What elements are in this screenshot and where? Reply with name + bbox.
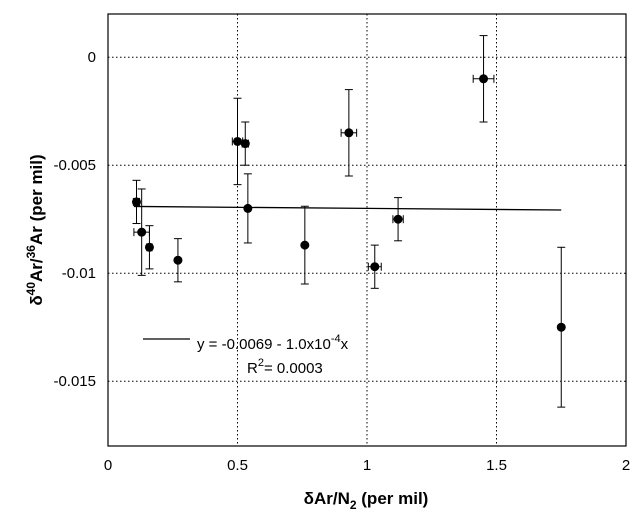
- data-point-group: [131, 179, 141, 225]
- fit-line: [133, 205, 562, 211]
- data-point: [393, 214, 403, 224]
- fit-equation-main: y = -0.0069 - 1.0x10: [197, 336, 331, 353]
- fit-line-group: [133, 205, 562, 211]
- data-point-group: [144, 225, 154, 270]
- x-tick-label: 1.5: [486, 457, 507, 474]
- y-axis-title-sup2: 36: [24, 245, 38, 259]
- y-axis-title-delta: δ: [27, 295, 46, 305]
- r-squared-exp: 2: [258, 357, 264, 369]
- data-point-group: [340, 89, 358, 177]
- fit-equation-exp: -4: [331, 333, 341, 345]
- tick-labels: 0 0.5 1 1.5 2 0 -0.005 -0.01 -0.015: [53, 49, 630, 474]
- data-point: [479, 74, 489, 84]
- data-point: [233, 136, 242, 146]
- r-squared-value: = 0.0003: [264, 360, 323, 377]
- r-squared-prefix: R: [247, 360, 258, 377]
- y-axis-title-sup1: 40: [24, 282, 38, 296]
- grid-lines: [108, 14, 626, 446]
- y-tick-label: -0.01: [62, 265, 96, 282]
- data-point-group: [367, 244, 382, 289]
- y-axis-title: δ40Ar/36Ar (per mil): [24, 154, 46, 305]
- data-point: [370, 262, 380, 272]
- data-point: [144, 242, 154, 252]
- x-tick-label: 0: [104, 457, 112, 474]
- x-axis-title-tail: (per mil): [357, 489, 429, 508]
- x-tick-label: 1: [363, 457, 371, 474]
- r-squared: R2= 0.0003: [247, 357, 323, 377]
- x-tick-label: 0.5: [227, 457, 248, 474]
- data-point-group: [173, 238, 183, 283]
- data-point: [131, 197, 141, 207]
- data-point-group: [472, 35, 495, 123]
- data-point: [137, 227, 147, 237]
- data-point: [300, 240, 310, 250]
- y-tick-label: -0.015: [53, 373, 96, 390]
- data-point-group: [243, 173, 253, 244]
- data-point: [173, 255, 183, 265]
- fit-equation: y = -0.0069 - 1.0x10-4x: [197, 333, 349, 353]
- y-axis-title-tail: Ar (per mil): [27, 154, 46, 245]
- data-point: [240, 139, 250, 149]
- data-point-group: [240, 121, 250, 166]
- x-axis-title-sub: 2: [350, 498, 357, 512]
- data-point: [243, 203, 253, 213]
- data-point-group: [556, 246, 566, 408]
- y-axis-title-mid: Ar/: [27, 258, 46, 282]
- y-tick-label: 0: [88, 49, 96, 66]
- data-point-group: [300, 205, 310, 285]
- plot-frame: [107, 13, 627, 447]
- data-point-group: [392, 197, 404, 242]
- x-axis-title: δAr/N2 (per mil): [304, 489, 429, 512]
- data-point-group: [231, 97, 244, 186]
- data-points: [131, 35, 566, 408]
- data-point: [344, 128, 354, 138]
- x-tick-label: 2: [622, 457, 630, 474]
- x-axis-title-main: δAr/N: [304, 489, 350, 508]
- data-point: [556, 322, 566, 332]
- y-tick-label: -0.005: [53, 157, 96, 174]
- fit-equation-tail: x: [341, 336, 349, 353]
